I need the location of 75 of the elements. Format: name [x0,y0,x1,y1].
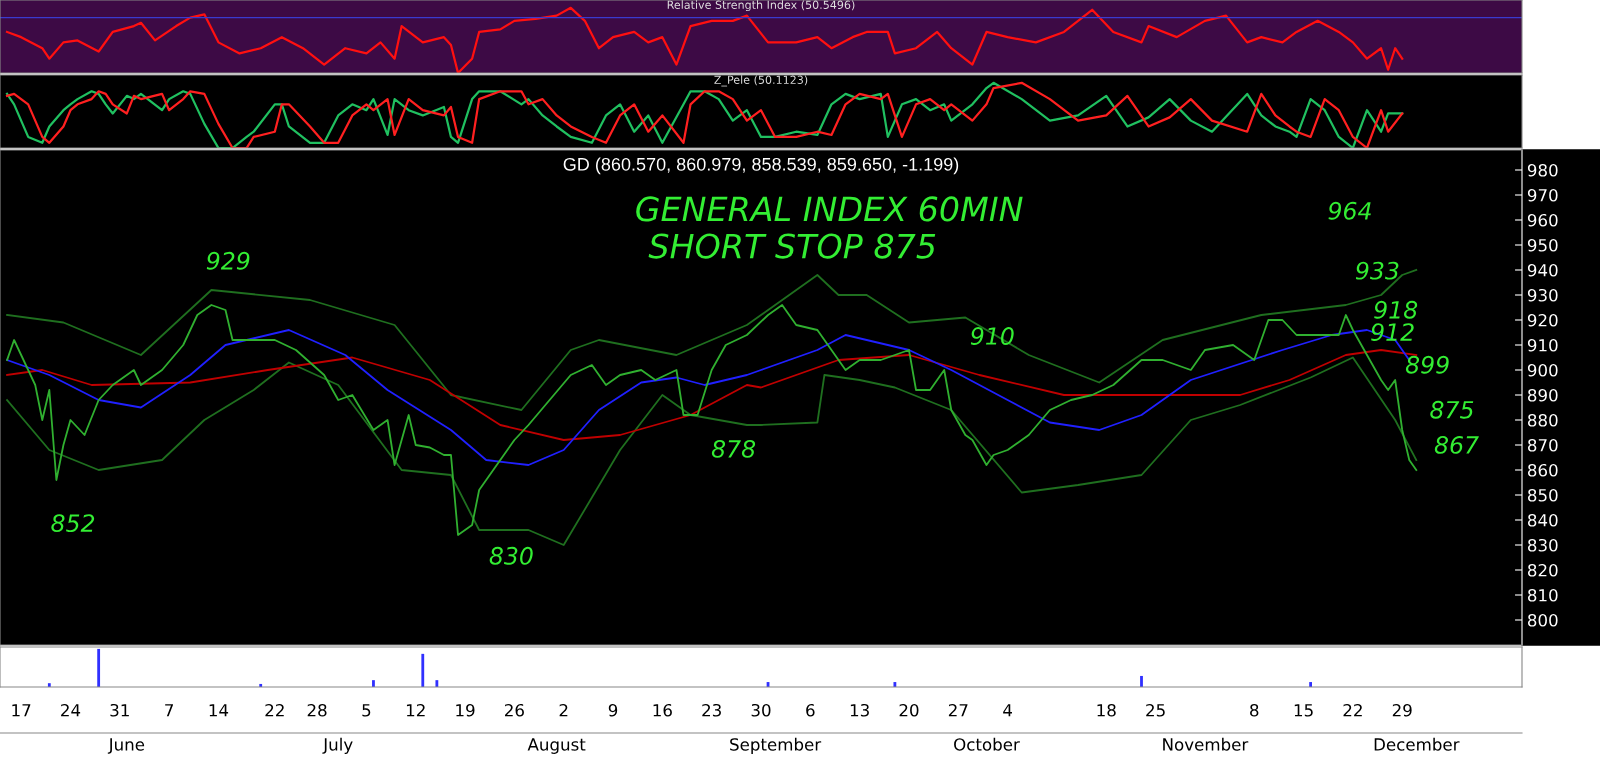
x2-tick-label: July [322,737,353,754]
x-tick-label: 13 [850,703,869,717]
annotation: GENERAL INDEX 60MIN [636,196,1023,222]
annotation: 867 [1434,435,1479,454]
x-tick-label: 6 [806,703,815,717]
x2-tick-label: September [730,737,822,754]
annotation: 875 [1430,400,1474,419]
y-tick-label: 940 [1527,263,1558,277]
x-tick-label: 22 [1343,703,1362,717]
x-tick-label: 15 [1294,704,1313,717]
y-tick-label: 860 [1527,463,1558,477]
bar [435,680,439,687]
x-tick-label: 28 [307,703,327,717]
y-tick-label: 960 [1527,213,1558,227]
y-tick-label: 830 [1527,538,1558,552]
y-tick-label: 820 [1527,563,1558,577]
annotation: 964 [1328,201,1371,220]
x-tick-label: 24 [61,703,81,717]
annotation: 933 [1355,261,1399,280]
chart-title: GD (860.570, 860.979, 858.539, 859.650, -1.199) [563,157,959,175]
y-tick-label: 800 [1527,613,1558,627]
y-tick-label: 930 [1527,288,1558,302]
annotation: 830 [489,546,533,565]
y-tick-label: 920 [1527,313,1558,327]
x-tick-label: 25 [1146,703,1165,717]
annotation: 912 [1371,323,1414,341]
x-tick-label: 14 [209,704,229,717]
y-tick-label: 810 [1527,588,1558,602]
bar [372,680,375,687]
annotation: 899 [1405,355,1449,374]
y-tick-label: 970 [1527,188,1558,202]
bar [97,648,101,687]
x2-tick-label: October [954,737,1020,751]
x-tick-label: 9 [608,703,618,717]
y-tick-label: 840 [1527,513,1558,527]
x-tick-label: 29 [1392,703,1412,717]
x-tick-label: 18 [1097,703,1116,717]
x2-tick-label: June [107,738,145,754]
x-tick-label: 4 [1003,704,1012,717]
annotation: 918 [1374,300,1418,319]
x-tick-label: 20 [899,703,919,717]
chart-title: Z_Pele (50.1123) [714,75,808,87]
annotation: SHORT STOP 875 [648,233,936,259]
x-tick-label: 8 [1250,703,1259,717]
annotation: 852 [51,514,95,533]
x2-tick-label: December [1374,737,1460,751]
annotation: 878 [711,439,756,458]
y-tick-label: 890 [1527,388,1558,402]
bar [421,653,425,687]
x-tick-label: 2 [559,703,568,717]
bar [1140,675,1143,687]
y-tick-label: 910 [1527,338,1558,352]
x-tick-label: 26 [505,703,524,717]
chart-title: Relative Strength Index (50.5496) [667,0,855,12]
y-tick-label: 850 [1527,488,1558,502]
y-tick-label: 880 [1527,413,1558,427]
y-tick-label: 900 [1527,363,1558,377]
x-tick-label: 27 [948,703,968,717]
x-tick-label: 31 [110,703,129,717]
x-tick-label: 5 [362,704,371,717]
annotation: 910 [970,327,1014,345]
x-tick-label: 7 [165,704,173,717]
x-tick-label: 12 [406,703,425,717]
y-tick-label: 980 [1527,163,1558,177]
x2-tick-label: November [1163,737,1249,751]
x2-tick-label: August [527,738,586,754]
x-tick-label: 30 [751,703,771,717]
x-tick-label: 17 [12,704,31,717]
annotation: 929 [206,251,250,270]
x-tick-label: 16 [653,703,672,717]
x-tick-label: 22 [265,703,284,717]
y-tick-label: 950 [1527,238,1558,252]
x-tick-label: 19 [456,703,475,717]
y-tick-label: 870 [1527,438,1558,452]
x-tick-label: 23 [702,703,721,717]
